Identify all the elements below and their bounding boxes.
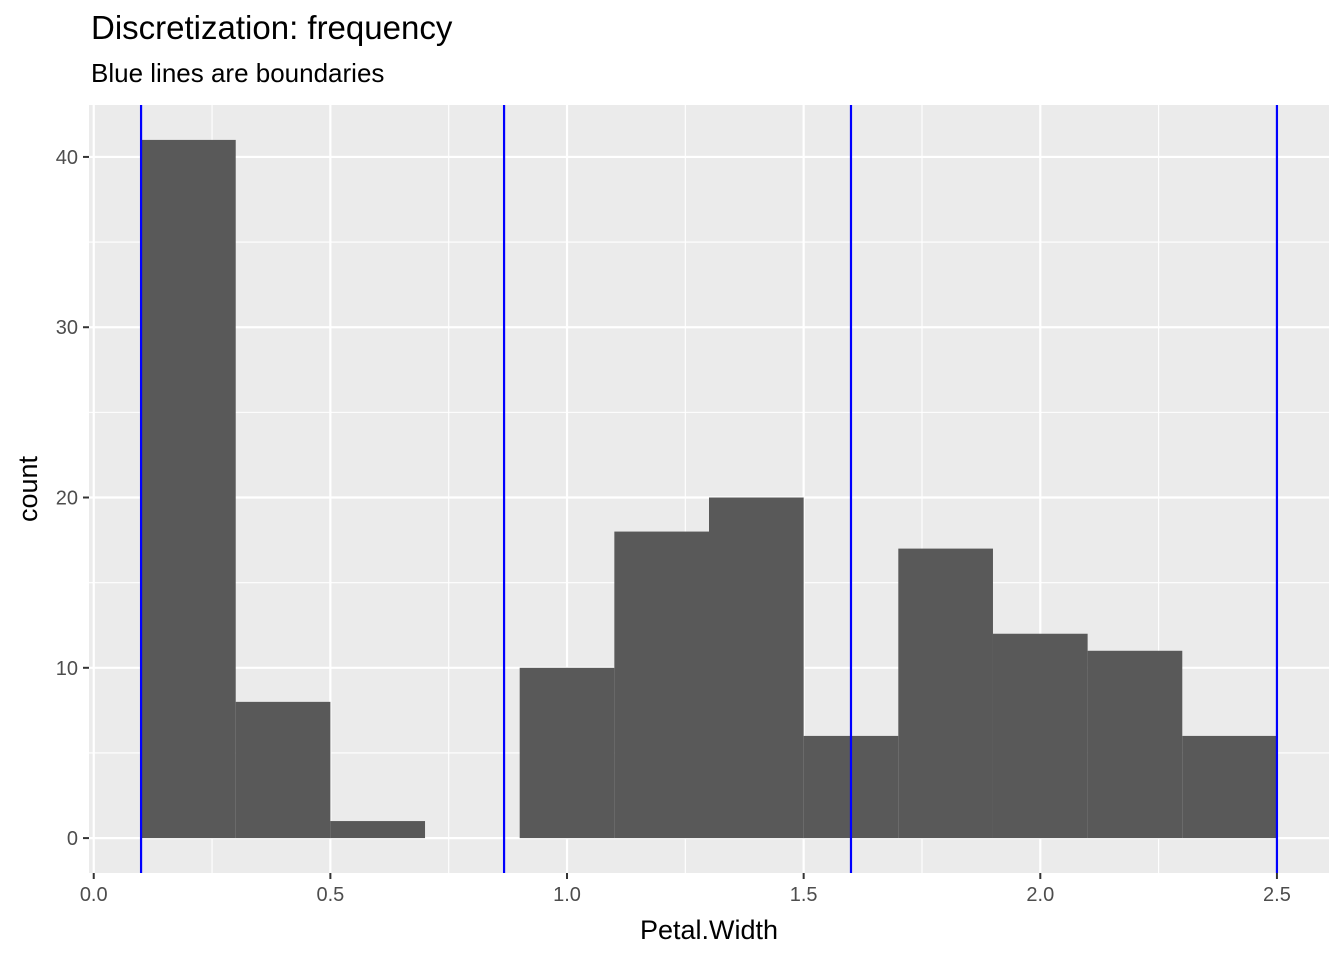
y-tick-label: 40 bbox=[56, 147, 78, 169]
histogram-bar bbox=[1182, 735, 1277, 839]
x-tick-label: 1.0 bbox=[553, 884, 581, 906]
chart-subtitle: Blue lines are boundaries bbox=[91, 58, 385, 88]
y-axis-title: count bbox=[13, 455, 43, 522]
chart-title: Discretization: frequency bbox=[91, 9, 453, 46]
y-tick-label: 0 bbox=[67, 828, 78, 850]
histogram-bar bbox=[235, 701, 331, 839]
x-tick-label: 1.5 bbox=[790, 884, 818, 906]
histogram-bar bbox=[330, 821, 426, 839]
y-tick-label: 30 bbox=[56, 317, 78, 339]
x-axis: 0.0 0.5 1.0 1.5 2.0 2.5 bbox=[80, 873, 1291, 906]
histogram-bar bbox=[898, 548, 993, 839]
x-axis-title: Petal.Width bbox=[640, 915, 778, 945]
histogram-bar bbox=[709, 497, 804, 839]
histogram-bar bbox=[141, 139, 236, 839]
histogram-bar bbox=[519, 667, 615, 839]
boundary-lines bbox=[139, 105, 1279, 873]
histogram-bar bbox=[1087, 650, 1183, 839]
y-axis: 0 10 20 30 40 bbox=[56, 147, 89, 850]
histogram-bar bbox=[992, 633, 1088, 839]
histogram-bar bbox=[614, 531, 709, 839]
y-tick-label: 20 bbox=[56, 488, 78, 510]
x-tick-label: 2.0 bbox=[1026, 884, 1054, 906]
x-tick-label: 0.0 bbox=[80, 884, 108, 906]
x-tick-label: 2.5 bbox=[1263, 884, 1291, 906]
y-tick-label: 10 bbox=[56, 658, 78, 680]
x-tick-label: 0.5 bbox=[316, 884, 344, 906]
